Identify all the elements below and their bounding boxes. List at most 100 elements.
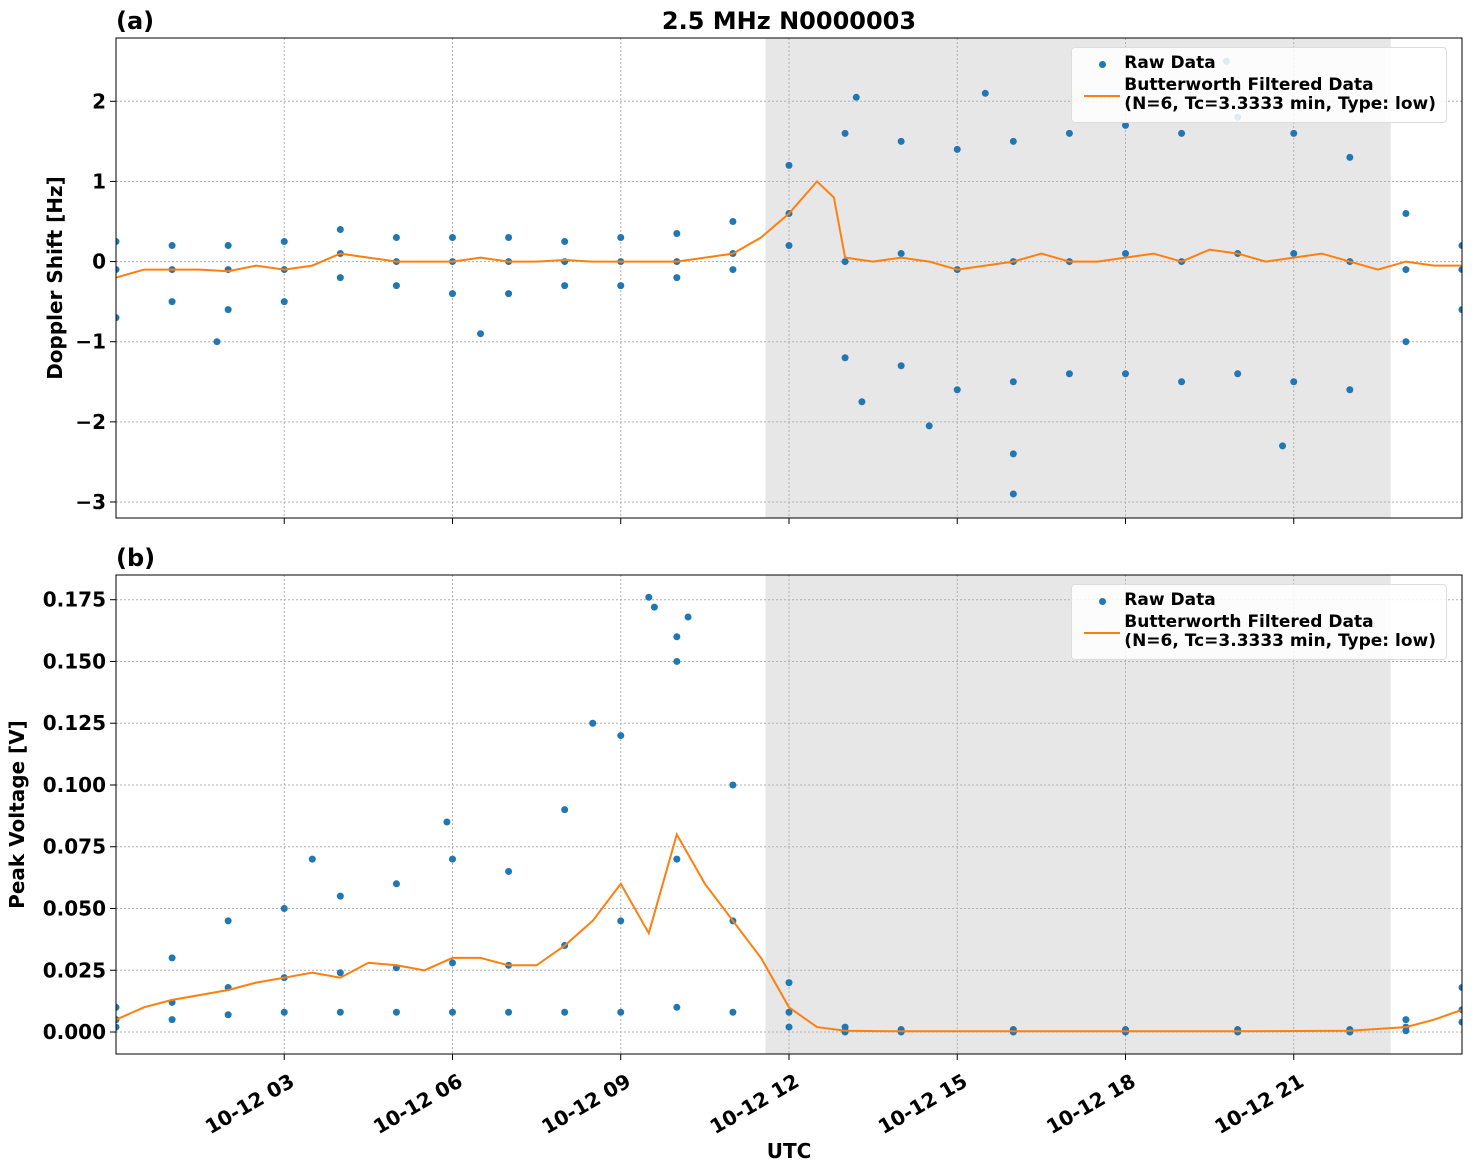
legend-entry: Butterworth Filtered Data (N=6, Tc=3.333… [1080,76,1436,114]
x-tick-label: 10-12 06 [369,1069,467,1139]
raw-data-point [280,238,288,246]
raw-data-point [785,1008,793,1016]
raw-data-point [617,917,625,925]
raw-data-point [477,330,485,338]
raw-data-point [841,129,849,137]
y-tick-label: 0.125 [43,711,106,735]
raw-data-point [673,657,681,665]
raw-data-point [1346,386,1354,394]
y-tick-label: 0.150 [43,649,106,673]
raw-data-point [1178,129,1186,137]
y-tick-label: −2 [75,410,106,434]
raw-data-point [116,238,120,246]
legend-key [1080,591,1124,611]
x-axis-label: UTC [767,1139,812,1163]
legend: Raw Data Butterworth Filtered Data (N=6, … [1071,47,1447,123]
raw-data-point [841,354,849,362]
raw-data-point [1065,370,1073,378]
raw-data-point [116,266,120,274]
raw-data-point [785,1023,793,1031]
legend: Raw Data Butterworth Filtered Data (N=6, … [1071,584,1447,660]
raw-data-point [336,1008,344,1016]
y-tick-label: 0 [92,250,106,274]
raw-data-point [729,1008,737,1016]
raw-data-point [561,282,569,290]
raw-data-point [280,1008,288,1016]
filtered-line [116,831,1462,1033]
raw-data-point [561,1008,569,1016]
y-tick-label: 2 [92,89,106,113]
legend-key [1080,54,1124,74]
raw-data-point [505,234,513,242]
legend-swatch [1099,598,1107,605]
x-tick-label: 10-12 09 [537,1069,635,1139]
filtered-line [116,179,1462,279]
raw-data-point [673,230,681,238]
raw-data-point [589,719,597,727]
raw-data-point [1009,137,1017,145]
axes-frame [115,37,1463,519]
raw-data-point [1346,1028,1354,1036]
raw-data-point [953,145,961,153]
legend-swatch [1084,632,1121,634]
raw-data-point [1402,1016,1410,1024]
raw-data-point [1402,209,1410,217]
raw-data-point [1234,370,1242,378]
raw-data-point [224,1011,232,1019]
raw-data-point [684,613,692,621]
raw-data-point [1065,129,1073,137]
y-tick-label: −1 [75,330,106,354]
chart-title: 2.5 MHz N0000003 [662,7,916,35]
legend-swatch [1099,61,1107,68]
y-tick-label: 1 [92,169,106,193]
legend-label: Raw Data [1124,590,1216,610]
raw-data-point [392,1008,400,1016]
raw-data-point [785,979,793,987]
raw-data-point [785,242,793,250]
legend-label: Butterworth Filtered Data (N=6, Tc=3.333… [1124,75,1436,114]
raw-data-point [1346,153,1354,161]
raw-data-point [673,855,681,863]
legend-swatch [1084,95,1121,97]
y-axis-label: Peak Voltage [V] [5,720,29,909]
legend-entry: Raw Data [1080,54,1436,74]
raw-data-point [1458,306,1462,314]
x-tick-label: 10-12 12 [706,1069,804,1139]
raw-data-point [1009,378,1017,386]
raw-data-point [392,282,400,290]
panel-label: (b) [116,544,155,572]
raw-data-point [213,338,221,346]
raw-data-point [617,1008,625,1016]
raw-data-point [1009,450,1017,458]
x-tick-label: 10-12 18 [1042,1069,1140,1139]
raw-data-point [443,818,451,826]
raw-data-point [729,218,737,226]
raw-data-point [673,1003,681,1011]
legend-key [1080,76,1124,97]
raw-data-point [897,137,905,145]
raw-data-point [1458,242,1462,250]
raw-data-point [852,93,860,101]
legend-label: Raw Data [1124,53,1216,73]
y-axis-label: Doppler Shift [Hz] [43,176,67,380]
raw-data-point [729,781,737,789]
raw-data-point [280,904,288,912]
raw-data-point [1009,490,1017,498]
raw-data-point [392,880,400,888]
raw-data-point [1458,1018,1462,1026]
raw-data-point [1458,266,1462,274]
raw-data-point [116,1023,120,1031]
legend-key [1080,613,1124,634]
panel-label: (a) [116,7,154,35]
y-tick-label: 0.050 [43,896,106,920]
raw-data-point [449,1008,456,1016]
raw-data-point [336,274,344,282]
raw-data-point [841,258,849,266]
raw-data-point [224,917,232,925]
raw-data-point [981,89,989,97]
raw-data-point [224,306,232,314]
raw-data-point [785,161,793,169]
raw-data-point [1290,129,1298,137]
raw-data-point [505,290,513,298]
raw-data-point [224,242,232,250]
